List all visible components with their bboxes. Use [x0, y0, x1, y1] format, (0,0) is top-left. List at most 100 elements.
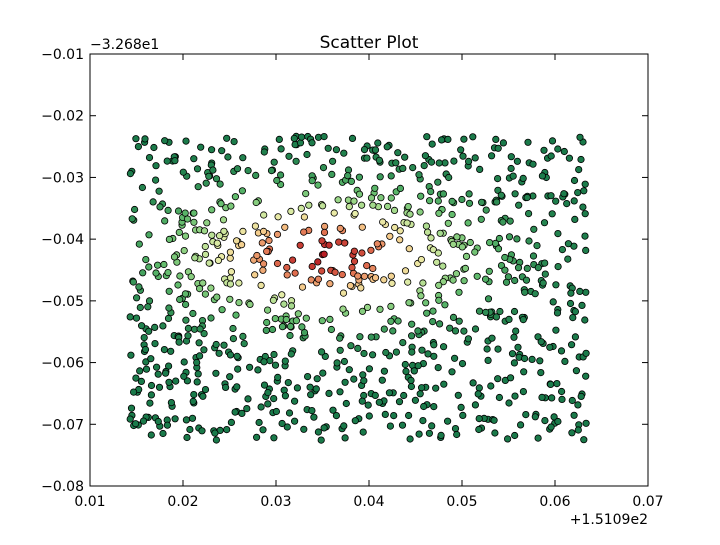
scatter-point — [492, 135, 500, 143]
scatter-point — [435, 209, 443, 217]
scatter-point — [582, 288, 590, 296]
scatter-point — [434, 363, 442, 372]
scatter-point — [196, 284, 204, 293]
scatter-point — [401, 153, 409, 161]
scatter-point — [416, 208, 424, 216]
scatter-point — [145, 297, 154, 305]
scatter-point — [344, 172, 352, 180]
scatter-point — [571, 215, 579, 223]
scatter-point — [262, 326, 270, 334]
scatter-point — [317, 348, 326, 356]
scatter-point — [387, 317, 395, 325]
scatter-point — [233, 237, 241, 245]
scatter-point — [435, 159, 443, 167]
scatter-point — [156, 203, 164, 211]
scatter-point — [379, 218, 387, 226]
scatter-point — [375, 398, 383, 406]
scatter-point — [234, 365, 242, 373]
x-tick-label: 0.03 — [260, 494, 291, 510]
scatter-point — [570, 176, 579, 185]
scatter-point — [341, 378, 349, 386]
scatter-point — [420, 402, 428, 411]
scatter-point — [194, 370, 202, 378]
scatter-point — [460, 135, 468, 143]
scatter-point — [360, 272, 369, 280]
scatter-point — [383, 202, 392, 210]
scatter-point — [554, 145, 562, 153]
x-tick-label: 0.07 — [632, 494, 663, 510]
scatter-point — [444, 135, 452, 143]
scatter-point — [538, 393, 546, 401]
scatter-point — [464, 157, 473, 165]
scatter-point — [553, 309, 562, 317]
scatter-point — [385, 389, 393, 397]
scatter-point — [226, 351, 235, 359]
scatter-point — [502, 278, 511, 286]
scatter-point — [195, 339, 203, 347]
scatter-point — [260, 211, 268, 219]
scatter-point — [458, 195, 466, 204]
scatter-point — [238, 241, 246, 249]
scatter-point — [567, 341, 576, 349]
scatter-point — [350, 247, 358, 255]
scatter-point — [462, 252, 471, 260]
scatter-point — [390, 411, 398, 420]
scatter-point — [509, 172, 517, 180]
scatter-point — [371, 146, 380, 154]
scatter-point — [360, 377, 368, 385]
scatter-point — [184, 324, 192, 332]
scatter-point — [408, 348, 416, 356]
scatter-point — [163, 157, 171, 165]
scatter-point — [151, 339, 159, 348]
scatter-point — [137, 377, 145, 385]
scatter-point — [350, 375, 358, 383]
scatter-point — [427, 158, 436, 166]
scatter-point — [285, 409, 294, 417]
scatter-point — [425, 429, 433, 437]
scatter-point — [334, 196, 342, 204]
scatter-point — [449, 276, 457, 284]
scatter-point — [404, 411, 413, 420]
scatter-point — [200, 227, 209, 235]
scatter-point — [493, 198, 501, 206]
scatter-point — [460, 327, 468, 335]
scatter-point — [567, 289, 575, 297]
scatter-point — [448, 197, 456, 205]
scatter-point — [387, 272, 395, 280]
scatter-point — [290, 397, 299, 405]
scatter-point — [190, 390, 198, 399]
scatter-point — [449, 313, 458, 321]
scatter-point — [327, 325, 335, 334]
scatter-point — [226, 248, 234, 256]
scatter-point — [459, 411, 467, 419]
scatter-point — [181, 209, 189, 217]
scatter-point — [477, 198, 486, 206]
scatter-point — [367, 246, 375, 254]
scatter-point — [497, 191, 505, 199]
scatter-point — [574, 189, 582, 197]
scatter-point — [273, 259, 282, 268]
scatter-point — [465, 199, 474, 207]
scatter-point — [474, 390, 482, 398]
scatter-point — [132, 314, 141, 322]
scatter-point — [358, 307, 367, 315]
scatter-point — [519, 387, 528, 396]
scatter-point — [328, 170, 336, 178]
scatter-point — [274, 213, 282, 221]
scatter-point — [571, 307, 580, 316]
scatter-point — [280, 300, 288, 308]
scatter-point — [136, 367, 144, 375]
scatter-point — [499, 218, 507, 226]
scatter-point — [469, 379, 477, 387]
scatter-point — [278, 323, 287, 331]
scatter-point — [547, 192, 555, 200]
scatter-point — [506, 374, 515, 382]
scatter-point — [581, 180, 589, 188]
scatter-point — [396, 236, 404, 244]
scatter-point — [568, 396, 576, 405]
scatter-point — [548, 394, 556, 402]
scatter-point — [429, 317, 437, 326]
scatter-point — [464, 219, 472, 227]
scatter-point — [190, 209, 198, 217]
scatter-point — [298, 323, 306, 331]
